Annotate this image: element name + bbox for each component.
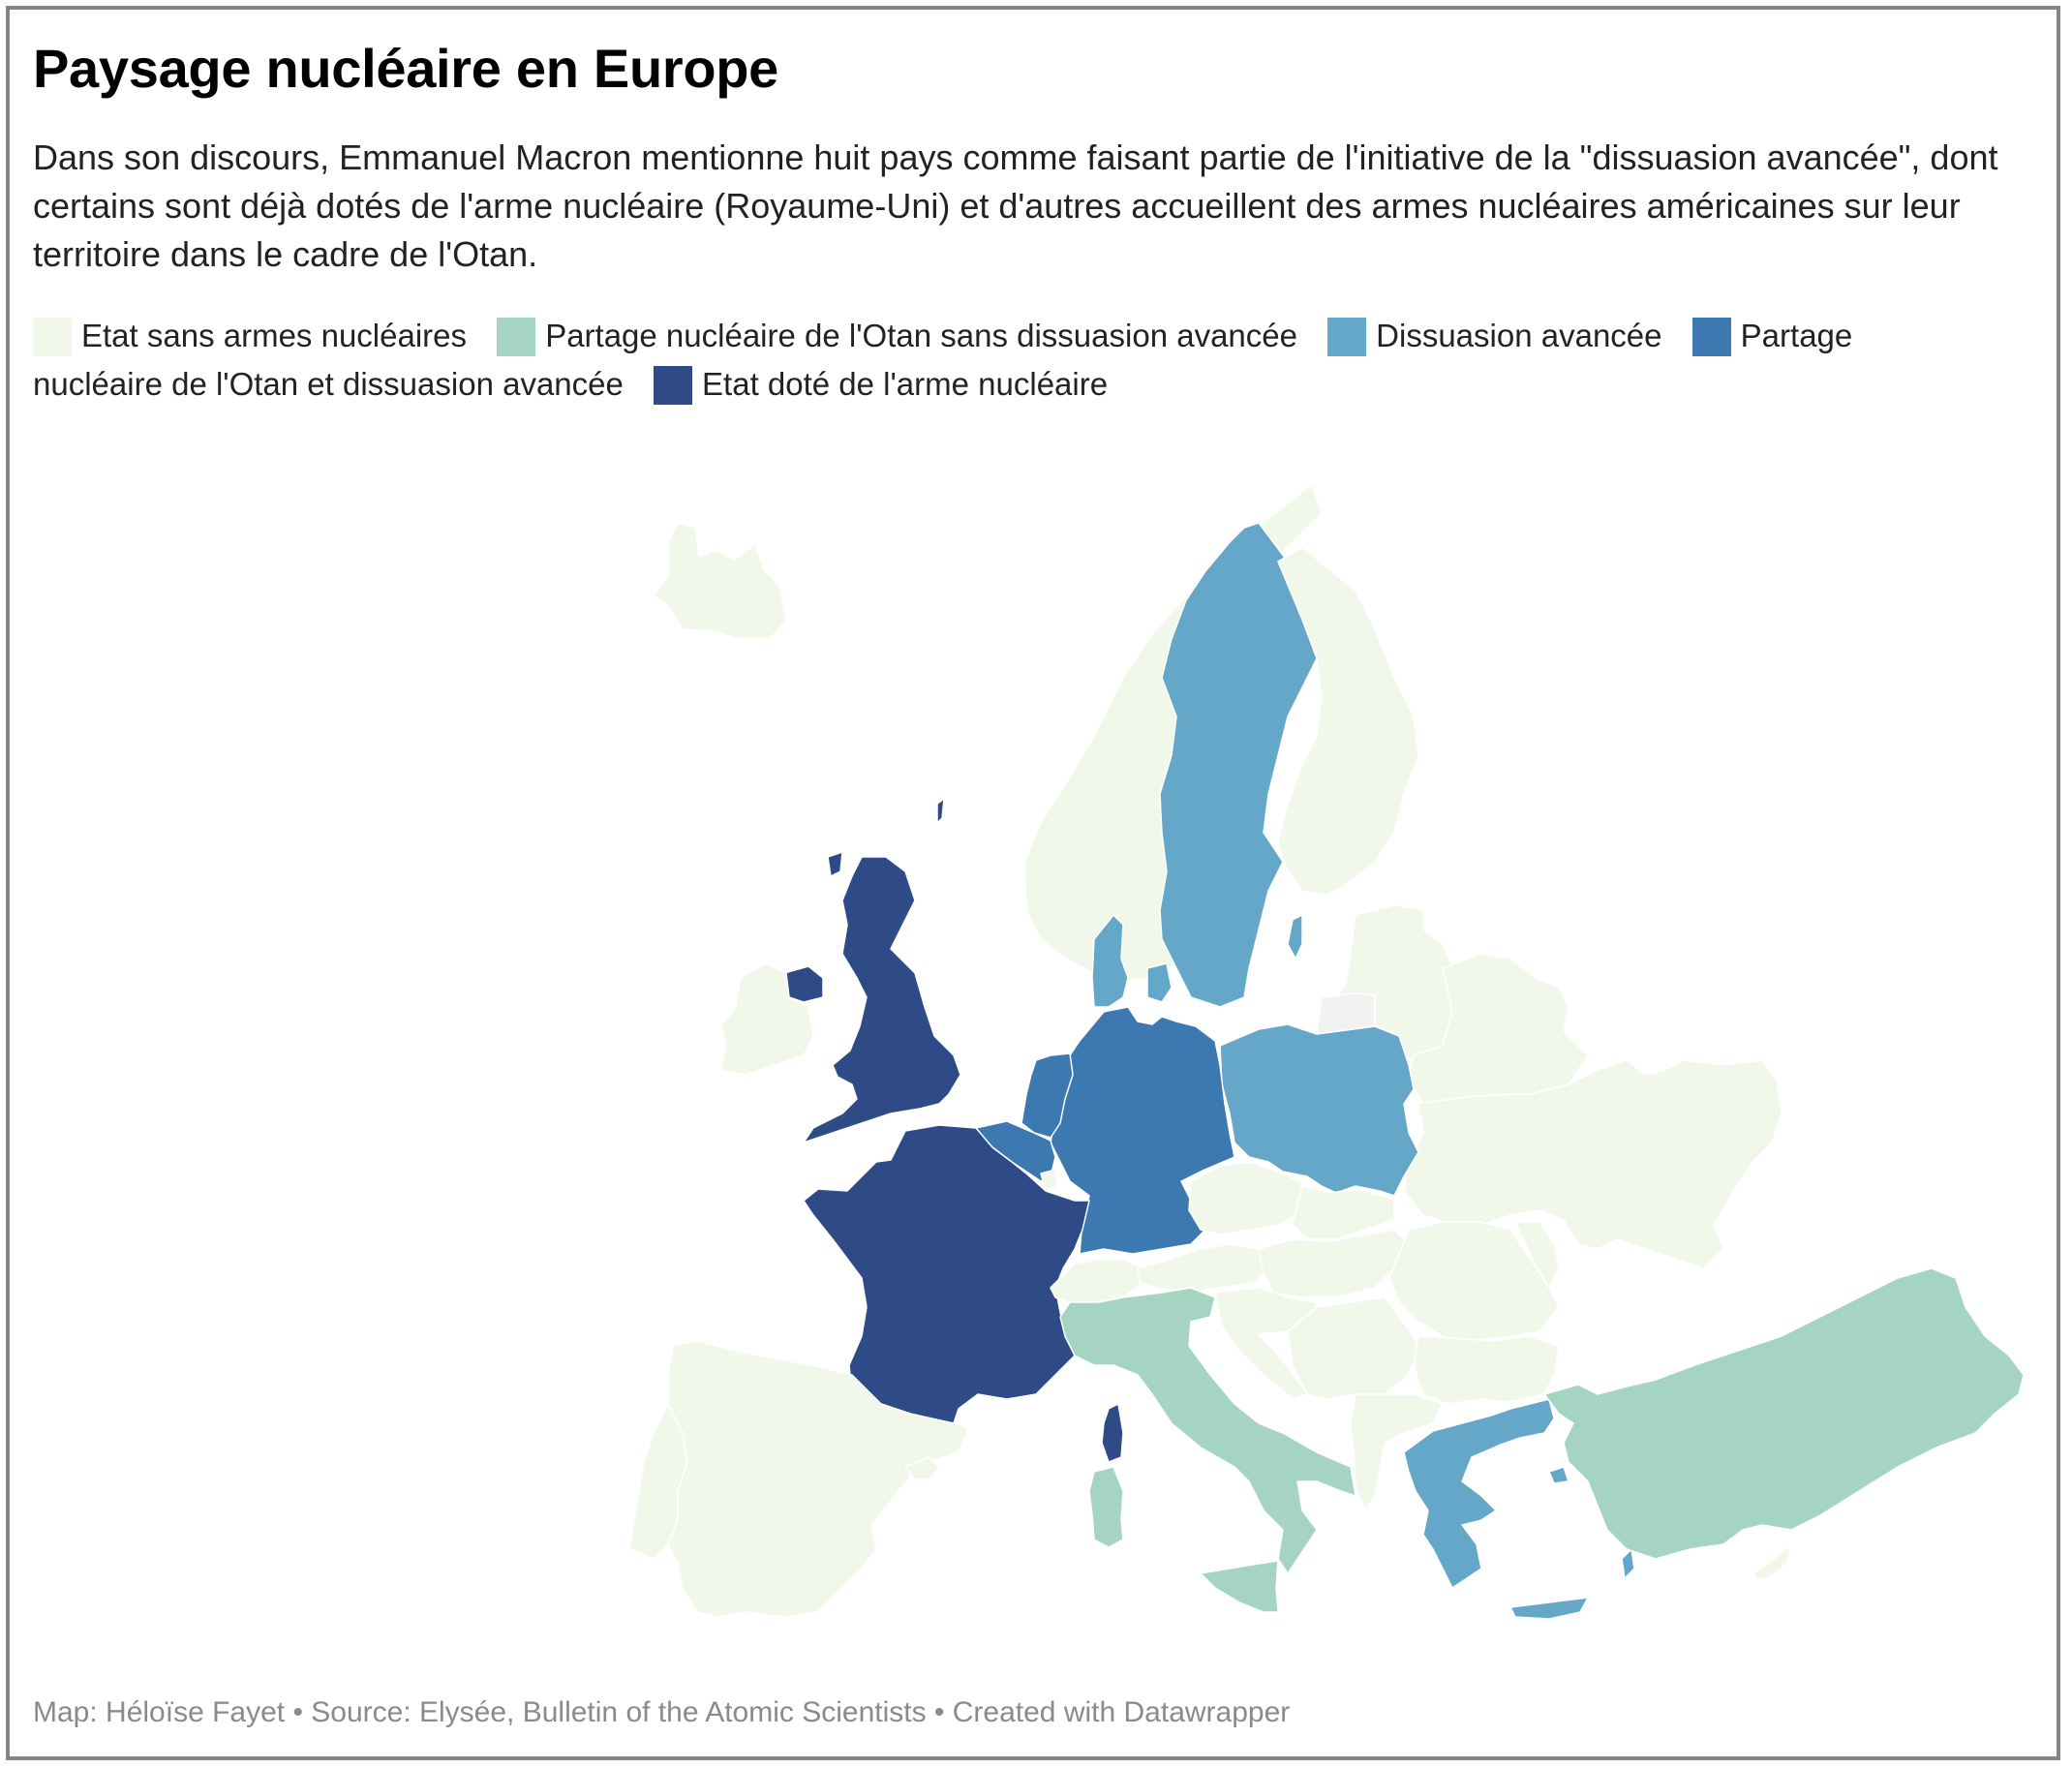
legend-swatch	[1327, 318, 1367, 356]
country-iceland[interactable]	[653, 522, 787, 640]
island-sicily[interactable]	[1200, 1560, 1279, 1613]
country-poland[interactable]	[1219, 1023, 1419, 1197]
country-slovenia-croatia[interactable]	[1214, 1287, 1318, 1400]
legend: Etat sans armes nucléaires Partage nuclé…	[33, 312, 1969, 409]
country-ireland[interactable]	[720, 962, 814, 1076]
chart-title: Paysage nucléaire en Europe	[33, 38, 779, 99]
island-zealand[interactable]	[1146, 962, 1173, 1003]
chart-credit-footer: Map: Héloïse Fayet • Source: Elysée, Bul…	[33, 1696, 1291, 1728]
legend-item-nato-sharing-and-deterrence: Partage nucléaire de l'Otan et dissuasio…	[33, 318, 1852, 402]
islands-shetland[interactable]	[936, 798, 945, 824]
country-turkey[interactable]	[1543, 1267, 2025, 1560]
country-united-kingdom[interactable]	[803, 856, 961, 1143]
legend-item-nato-sharing: Partage nucléaire de l'Otan sans dissuas…	[497, 318, 1297, 356]
legend-swatch	[33, 318, 72, 356]
country-denmark[interactable]	[1091, 914, 1129, 1008]
legend-label: Partage nucléaire de l'Otan et dissuasio…	[33, 318, 1853, 402]
country-slovakia[interactable]	[1292, 1185, 1395, 1240]
island-gotland[interactable]	[1287, 914, 1303, 960]
legend-item-advanced-deterrence: Dissuasion avancée	[1327, 318, 1662, 356]
country-cyprus[interactable]	[1752, 1543, 1792, 1581]
country-sweden[interactable]	[1159, 522, 1318, 1008]
europe-map	[0, 426, 2072, 1646]
legend-swatch	[1691, 318, 1731, 356]
country-switzerland[interactable]	[1050, 1258, 1143, 1303]
legend-item-nuclear-state: Etat doté de l'arme nucléaire	[654, 366, 1109, 405]
island-corsica[interactable]	[1101, 1403, 1124, 1463]
country-romania[interactable]	[1388, 1221, 1560, 1342]
country-czechia[interactable]	[1188, 1161, 1308, 1235]
legend-label: Partage nucléaire de l'Otan sans dissuas…	[545, 318, 1297, 353]
island-crete[interactable]	[1509, 1597, 1589, 1620]
country-bosnia-serbia[interactable]	[1287, 1296, 1419, 1400]
island-rhodes[interactable]	[1621, 1548, 1635, 1579]
country-luxembourg[interactable]	[1040, 1169, 1058, 1192]
legend-swatch	[654, 366, 693, 405]
legend-label: Etat doté de l'arme nucléaire	[702, 366, 1109, 402]
country-greece[interactable]	[1403, 1398, 1555, 1589]
island-mallorca[interactable]	[904, 1456, 940, 1480]
country-france[interactable]	[803, 1124, 1090, 1424]
country-albania-macedonia[interactable]	[1350, 1393, 1444, 1511]
legend-label: Dissuasion avancée	[1376, 318, 1662, 353]
country-moldova[interactable]	[1514, 1221, 1560, 1289]
region-northern-ireland[interactable]	[783, 965, 824, 1003]
country-finland[interactable]	[1277, 546, 1419, 897]
chart-description: Dans son discours, Emmanuel Macron menti…	[33, 137, 1998, 274]
country-bulgaria[interactable]	[1413, 1335, 1560, 1405]
country-netherlands[interactable]	[1021, 1052, 1074, 1139]
legend-item-non-nuclear: Etat sans armes nucléaires	[33, 318, 468, 356]
country-portugal[interactable]	[628, 1403, 688, 1560]
country-italy[interactable]	[1059, 1287, 1356, 1574]
islands-hebrides[interactable]	[827, 851, 843, 877]
legend-label: Etat sans armes nucléaires	[81, 318, 468, 353]
island-sardinia[interactable]	[1088, 1466, 1124, 1548]
legend-swatch	[497, 318, 536, 356]
country-austria[interactable]	[1137, 1243, 1269, 1294]
island-lesbos[interactable]	[1548, 1466, 1569, 1484]
